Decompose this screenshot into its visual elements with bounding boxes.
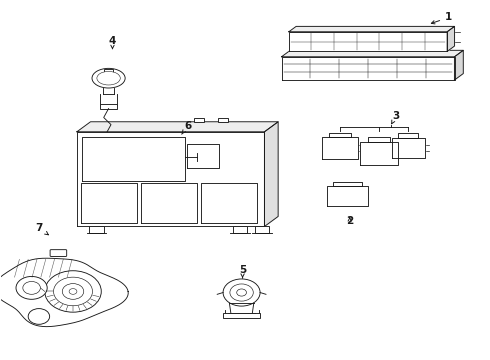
Polygon shape (289, 32, 447, 51)
Polygon shape (282, 50, 463, 57)
Polygon shape (368, 137, 390, 142)
Polygon shape (265, 122, 278, 226)
Circle shape (62, 284, 84, 299)
Circle shape (16, 276, 47, 299)
Polygon shape (282, 57, 455, 80)
Circle shape (45, 271, 101, 312)
FancyBboxPatch shape (50, 249, 67, 256)
Polygon shape (289, 26, 455, 32)
Polygon shape (0, 258, 128, 327)
Polygon shape (333, 181, 362, 186)
Circle shape (28, 309, 49, 324)
Bar (223, 312, 260, 318)
Polygon shape (322, 137, 358, 159)
Bar (104, 68, 113, 73)
Text: 7: 7 (36, 223, 49, 235)
Bar (219, 118, 228, 122)
Polygon shape (201, 183, 257, 223)
Polygon shape (329, 132, 350, 137)
Text: 1: 1 (431, 13, 452, 24)
Polygon shape (81, 183, 137, 223)
Polygon shape (77, 122, 278, 132)
Text: 4: 4 (109, 36, 116, 49)
Polygon shape (398, 134, 418, 138)
Bar (89, 226, 104, 233)
Polygon shape (77, 132, 265, 226)
Text: 5: 5 (239, 265, 246, 278)
Text: 6: 6 (182, 121, 191, 134)
Polygon shape (141, 183, 197, 223)
Circle shape (23, 282, 40, 294)
Circle shape (237, 289, 246, 296)
Polygon shape (361, 142, 397, 165)
Circle shape (53, 277, 93, 306)
Polygon shape (392, 138, 425, 158)
Polygon shape (455, 50, 463, 80)
Polygon shape (82, 138, 185, 181)
Circle shape (223, 279, 260, 306)
Bar (233, 226, 247, 233)
Text: 2: 2 (346, 216, 353, 226)
Bar (194, 118, 204, 122)
Ellipse shape (92, 68, 125, 88)
Ellipse shape (97, 71, 120, 85)
Text: 3: 3 (392, 111, 400, 124)
Polygon shape (187, 144, 219, 168)
Circle shape (69, 289, 77, 294)
Circle shape (230, 284, 253, 301)
Bar (100, 104, 117, 109)
Bar (255, 226, 270, 233)
Polygon shape (327, 186, 368, 206)
Polygon shape (447, 26, 455, 51)
